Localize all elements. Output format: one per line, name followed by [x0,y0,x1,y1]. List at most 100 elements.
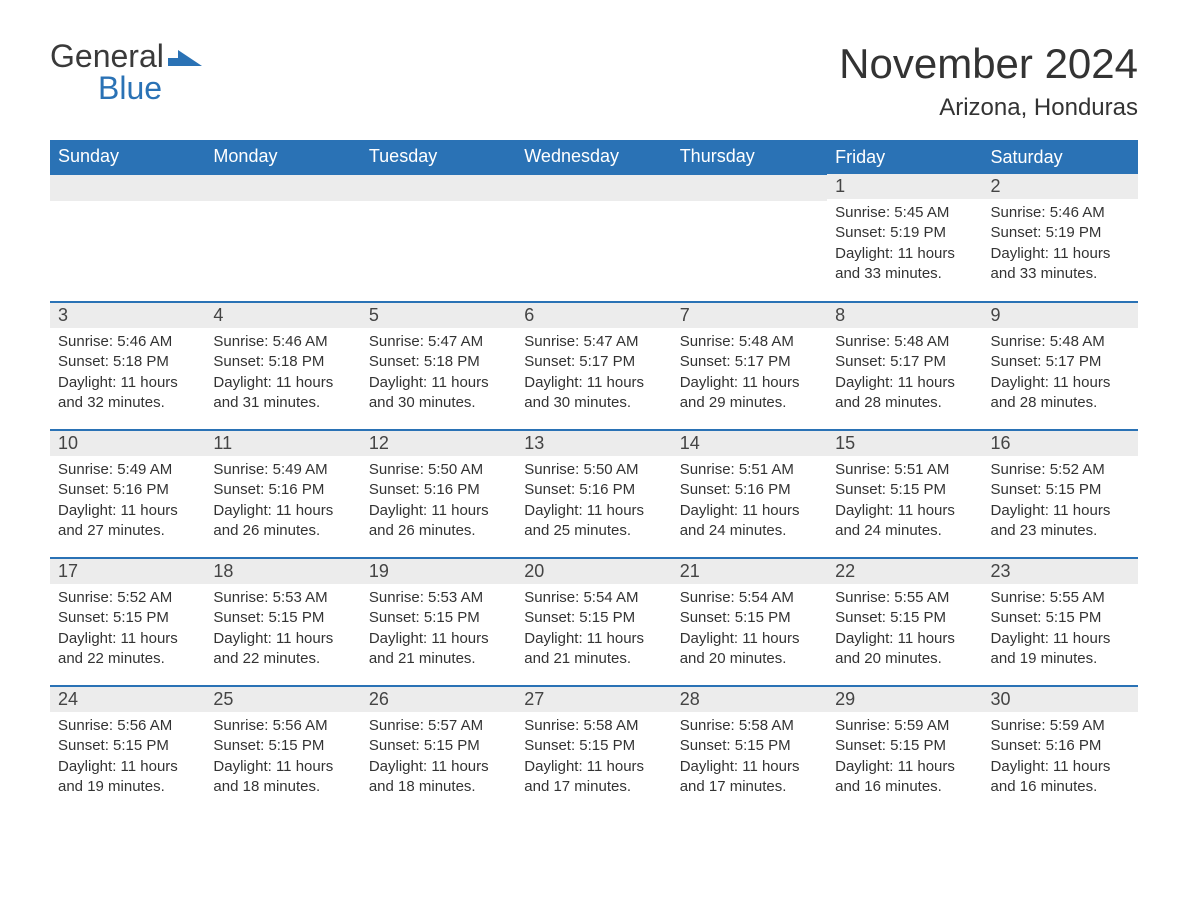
day-number: 22 [827,559,982,584]
day-cell: 3Sunrise: 5:46 AMSunset: 5:18 PMDaylight… [50,302,205,430]
daylight-text-2: and 24 minutes. [680,521,819,541]
sunrise-text: Sunrise: 5:46 AM [213,332,352,352]
logo-flag-icon [168,44,202,71]
weekday-header: Friday [827,140,982,174]
logo-text: General Blue [50,40,164,104]
sunset-text: Sunset: 5:17 PM [524,352,663,372]
sunrise-text: Sunrise: 5:48 AM [991,332,1130,352]
sunset-text: Sunset: 5:15 PM [369,736,508,756]
daylight-text-1: Daylight: 11 hours [213,501,352,521]
daylight-text-1: Daylight: 11 hours [369,373,508,393]
daylight-text-2: and 23 minutes. [991,521,1130,541]
day-cell: 14Sunrise: 5:51 AMSunset: 5:16 PMDayligh… [672,430,827,558]
location-label: Arizona, Honduras [839,94,1138,122]
day-body: Sunrise: 5:47 AMSunset: 5:18 PMDaylight:… [361,328,516,421]
daylight-text-2: and 21 minutes. [369,649,508,669]
day-number: 10 [50,431,205,456]
day-body: Sunrise: 5:53 AMSunset: 5:15 PMDaylight:… [361,584,516,677]
day-number-empty [672,175,827,201]
daylight-text-1: Daylight: 11 hours [991,629,1130,649]
daylight-text-1: Daylight: 11 hours [524,373,663,393]
sunset-text: Sunset: 5:15 PM [680,736,819,756]
day-number: 28 [672,687,827,712]
sunset-text: Sunset: 5:16 PM [58,480,197,500]
day-body: Sunrise: 5:49 AMSunset: 5:16 PMDaylight:… [50,456,205,549]
daylight-text-2: and 16 minutes. [835,777,974,797]
day-cell: 12Sunrise: 5:50 AMSunset: 5:16 PMDayligh… [361,430,516,558]
weekday-header: Saturday [983,140,1138,174]
daylight-text-2: and 17 minutes. [680,777,819,797]
daylight-text-2: and 18 minutes. [369,777,508,797]
daylight-text-2: and 29 minutes. [680,393,819,413]
daylight-text-2: and 26 minutes. [369,521,508,541]
daylight-text-2: and 30 minutes. [369,393,508,413]
day-number-empty [205,175,360,201]
sunrise-text: Sunrise: 5:49 AM [58,460,197,480]
daylight-text-1: Daylight: 11 hours [835,757,974,777]
daylight-text-2: and 33 minutes. [835,264,974,284]
day-cell: 2Sunrise: 5:46 AMSunset: 5:19 PMDaylight… [983,174,1138,302]
sunrise-text: Sunrise: 5:55 AM [835,588,974,608]
day-cell: 26Sunrise: 5:57 AMSunset: 5:15 PMDayligh… [361,686,516,814]
sunrise-text: Sunrise: 5:50 AM [369,460,508,480]
day-cell: 25Sunrise: 5:56 AMSunset: 5:15 PMDayligh… [205,686,360,814]
day-number: 11 [205,431,360,456]
sunrise-text: Sunrise: 5:47 AM [524,332,663,352]
daylight-text-2: and 33 minutes. [991,264,1130,284]
weekday-header: Tuesday [361,140,516,174]
day-cell: 1Sunrise: 5:45 AMSunset: 5:19 PMDaylight… [827,174,982,302]
sunset-text: Sunset: 5:19 PM [991,223,1130,243]
daylight-text-1: Daylight: 11 hours [369,757,508,777]
day-cell: 24Sunrise: 5:56 AMSunset: 5:15 PMDayligh… [50,686,205,814]
day-number: 30 [983,687,1138,712]
day-body: Sunrise: 5:46 AMSunset: 5:19 PMDaylight:… [983,199,1138,292]
sunset-text: Sunset: 5:15 PM [835,608,974,628]
day-number-empty [361,175,516,201]
sunrise-text: Sunrise: 5:58 AM [524,716,663,736]
day-number: 21 [672,559,827,584]
day-cell: 11Sunrise: 5:49 AMSunset: 5:16 PMDayligh… [205,430,360,558]
daylight-text-2: and 24 minutes. [835,521,974,541]
sunset-text: Sunset: 5:17 PM [835,352,974,372]
sunset-text: Sunset: 5:16 PM [524,480,663,500]
day-number: 20 [516,559,671,584]
day-cell: 20Sunrise: 5:54 AMSunset: 5:15 PMDayligh… [516,558,671,686]
day-number: 6 [516,303,671,328]
day-number: 17 [50,559,205,584]
sunset-text: Sunset: 5:15 PM [369,608,508,628]
month-title: November 2024 [839,40,1138,88]
day-body: Sunrise: 5:45 AMSunset: 5:19 PMDaylight:… [827,199,982,292]
sunrise-text: Sunrise: 5:48 AM [835,332,974,352]
day-body: Sunrise: 5:57 AMSunset: 5:15 PMDaylight:… [361,712,516,805]
sunset-text: Sunset: 5:19 PM [835,223,974,243]
day-body: Sunrise: 5:47 AMSunset: 5:17 PMDaylight:… [516,328,671,421]
logo-line1: General [50,40,164,72]
week-row: 10Sunrise: 5:49 AMSunset: 5:16 PMDayligh… [50,430,1138,558]
sunrise-text: Sunrise: 5:57 AM [369,716,508,736]
day-cell [205,174,360,302]
daylight-text-2: and 19 minutes. [991,649,1130,669]
sunset-text: Sunset: 5:15 PM [991,480,1130,500]
weekday-header: Wednesday [516,140,671,174]
daylight-text-1: Daylight: 11 hours [58,501,197,521]
day-number: 5 [361,303,516,328]
day-cell [516,174,671,302]
daylight-text-2: and 16 minutes. [991,777,1130,797]
daylight-text-1: Daylight: 11 hours [58,373,197,393]
daylight-text-1: Daylight: 11 hours [991,373,1130,393]
sunrise-text: Sunrise: 5:48 AM [680,332,819,352]
sunset-text: Sunset: 5:15 PM [524,608,663,628]
day-number-empty [50,175,205,201]
day-cell: 21Sunrise: 5:54 AMSunset: 5:15 PMDayligh… [672,558,827,686]
day-cell: 9Sunrise: 5:48 AMSunset: 5:17 PMDaylight… [983,302,1138,430]
logo-line2: Blue [50,72,164,104]
day-body: Sunrise: 5:49 AMSunset: 5:16 PMDaylight:… [205,456,360,549]
daylight-text-2: and 28 minutes. [991,393,1130,413]
sunrise-text: Sunrise: 5:50 AM [524,460,663,480]
sunrise-text: Sunrise: 5:53 AM [213,588,352,608]
daylight-text-1: Daylight: 11 hours [835,501,974,521]
daylight-text-2: and 20 minutes. [835,649,974,669]
day-number: 27 [516,687,671,712]
sunrise-text: Sunrise: 5:51 AM [680,460,819,480]
day-number: 15 [827,431,982,456]
